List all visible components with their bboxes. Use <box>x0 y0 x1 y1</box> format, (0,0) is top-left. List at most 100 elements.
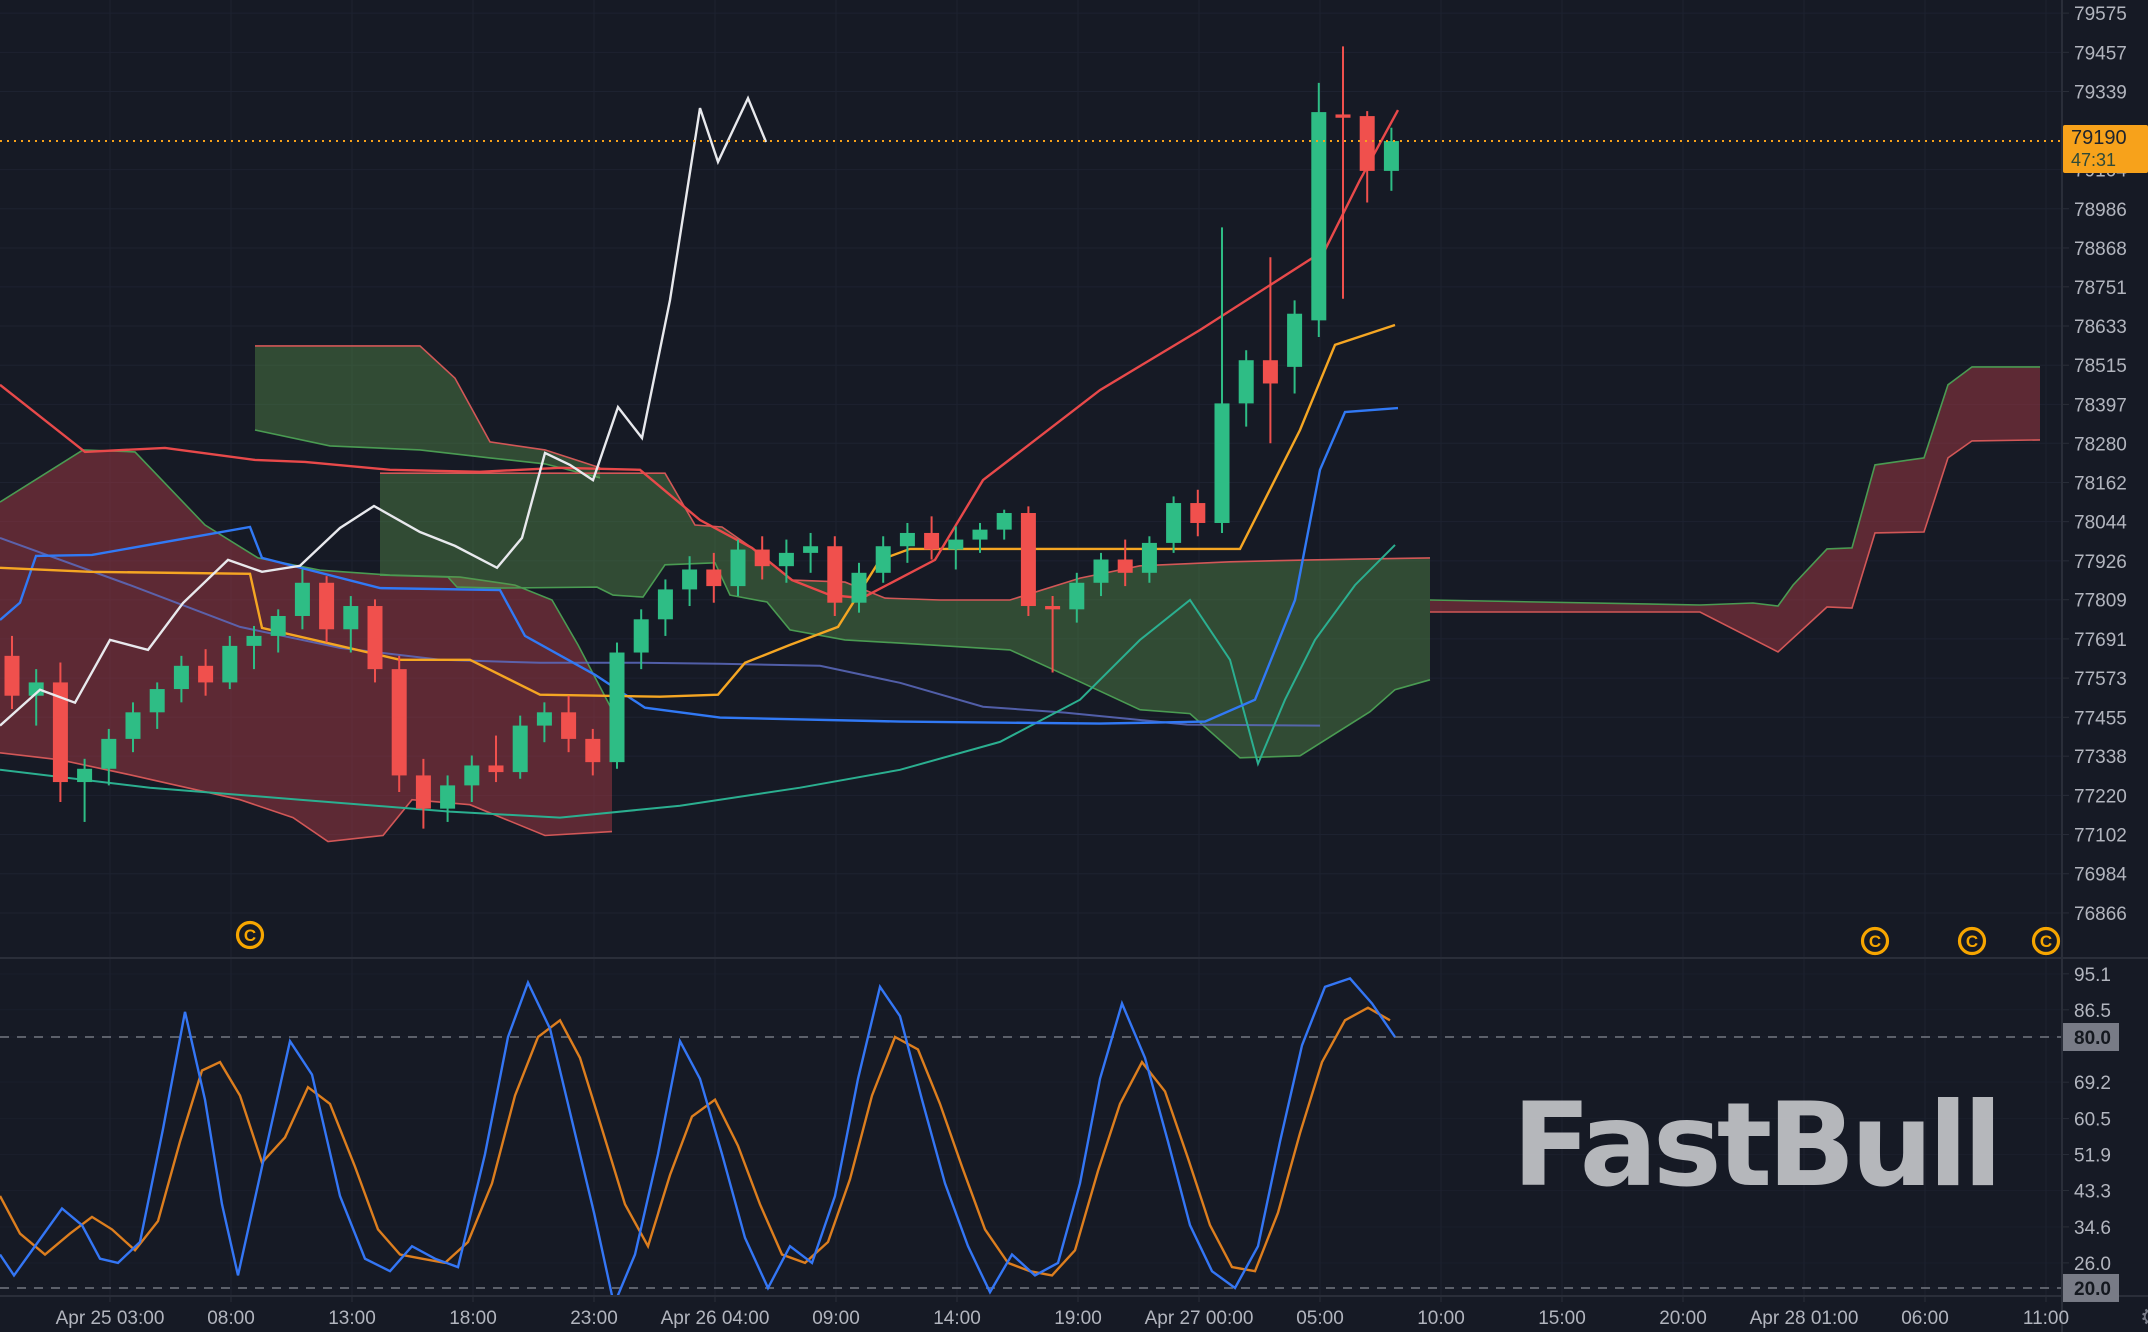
candle-down <box>1045 606 1061 610</box>
candle-up <box>536 712 552 726</box>
candle-down <box>1262 360 1278 384</box>
time-axis-label: 08:00 <box>207 1308 255 1329</box>
candle-up <box>1383 141 1399 171</box>
event-marker-glyph[interactable]: C <box>244 926 256 945</box>
copyright-circle-icon[interactable]: C <box>1957 926 1987 956</box>
cloud-top-border <box>255 345 601 469</box>
candle-up <box>512 725 528 773</box>
candle-up <box>778 552 794 567</box>
copyright-circle-icon[interactable]: C <box>2031 926 2061 956</box>
osc-axis-label: 80.0 <box>2074 1028 2111 1049</box>
candle-up <box>222 645 238 683</box>
time-axis-label: Apr 26 04:00 <box>661 1308 770 1329</box>
candle-up <box>1093 559 1109 583</box>
candle-up <box>343 606 359 630</box>
cloud-mid-bullish-kumo <box>380 473 1430 758</box>
stoch-d-line <box>0 1006 1391 1277</box>
time-axis-label: 10:00 <box>1417 1308 1465 1329</box>
osc-axis-label: 20.0 <box>2074 1279 2111 1300</box>
candle-down <box>391 669 407 776</box>
price-axis-label: 79575 <box>2074 4 2127 25</box>
candle-up <box>1311 112 1327 321</box>
main-price-panel[interactable] <box>0 46 2062 843</box>
price-axis-label: 78397 <box>2074 395 2127 416</box>
price-axis-label: 77455 <box>2074 708 2127 729</box>
cloud-top-border <box>380 472 1431 601</box>
teal-ma-line <box>0 544 1396 819</box>
osc-axis-label: 51.9 <box>2074 1146 2111 1167</box>
event-marker-ring[interactable] <box>235 920 265 950</box>
time-axis-label: 06:00 <box>1901 1308 1949 1329</box>
copyright-circle-icon[interactable]: C <box>235 920 265 950</box>
price-axis-label: 77102 <box>2074 826 2127 847</box>
event-marker-glyph[interactable]: C <box>2040 932 2052 951</box>
cloud-top-border <box>1429 366 2040 607</box>
oscillator-axis[interactable]: 95.1 86.5 80.0 69.2 60.5 51.9 43.3 34.6 26.0 20.0 <box>2062 965 2119 1302</box>
candles-layer <box>4 46 1399 829</box>
candle-down <box>488 765 504 773</box>
osc-axis-label: 95.1 <box>2074 965 2111 986</box>
candle-up <box>803 546 819 553</box>
time-axis[interactable]: Apr 25 03:00 08:00 13:00 18:00 23:00 Apr 26 0… <box>56 1296 2148 1331</box>
ichimoku-clouds-layer <box>0 345 2041 843</box>
price-axis-label: 76984 <box>2074 865 2127 886</box>
event-marker-ring[interactable] <box>2031 926 2061 956</box>
stochastic-panel[interactable] <box>0 977 2062 1304</box>
time-axis-label: 13:00 <box>328 1308 376 1329</box>
copyright-circle-icon[interactable]: C <box>1860 926 1890 956</box>
candle-down <box>754 549 770 567</box>
price-axis-label: 77809 <box>2074 591 2127 612</box>
candle-down <box>198 665 214 683</box>
fastbull-watermark: FastBull <box>1512 1078 2003 1213</box>
stoch-k-line <box>0 977 1396 1296</box>
candle-up <box>1214 403 1230 523</box>
candle-up <box>77 768 93 783</box>
event-marker-glyph[interactable]: C <box>1966 932 1978 951</box>
purple-ma-line <box>0 536 1321 727</box>
time-axis-label: 14:00 <box>933 1308 981 1329</box>
candle-down <box>827 546 843 603</box>
candle-down <box>1359 116 1375 171</box>
price-axis-label: 77220 <box>2074 786 2127 807</box>
osc-level-label-box <box>2063 1273 2119 1302</box>
candle-up <box>270 615 286 636</box>
candle-up <box>633 619 649 653</box>
event-marker-glyph[interactable]: C <box>1869 932 1881 951</box>
cloud-bottom-border <box>1430 439 2041 653</box>
candle-up <box>440 785 456 809</box>
candle-up <box>948 539 964 550</box>
osc-axis-label: 69.2 <box>2074 1073 2111 1094</box>
price-axis-label: 78515 <box>2074 356 2127 377</box>
osc-axis-label: 34.6 <box>2074 1218 2111 1239</box>
osc-axis-label: 60.5 <box>2074 1110 2111 1131</box>
candle-down <box>4 655 20 696</box>
candle-up <box>125 712 141 739</box>
price-axis-label: 76866 <box>2074 904 2127 925</box>
price-axis-label: 78986 <box>2074 200 2127 221</box>
candle-up <box>1287 313 1303 367</box>
time-axis-label: 05:00 <box>1296 1308 1344 1329</box>
price-axis-label: 79339 <box>2074 83 2127 104</box>
time-axis-label: Apr 28 01:00 <box>1750 1308 1859 1329</box>
candle-down <box>1335 114 1351 118</box>
cloud-future-bearish-kumo <box>1430 366 2040 652</box>
time-axis-label: 09:00 <box>812 1308 860 1329</box>
time-axis-label: 19:00 <box>1054 1308 1102 1329</box>
bar-countdown-timer: 47:31 <box>2071 150 2117 170</box>
event-marker-ring[interactable] <box>1860 926 1890 956</box>
gear-icon[interactable]: ⚙ <box>2140 1304 2148 1331</box>
event-marker-ring[interactable] <box>1957 926 1987 956</box>
grid-layer <box>0 0 2062 1296</box>
candle-down <box>585 738 601 763</box>
cloud-upper-green-band <box>255 345 600 478</box>
candle-up <box>101 738 117 769</box>
current-price-value: 79190 <box>2071 127 2127 149</box>
candle-up <box>1141 542 1157 573</box>
cloud-bottom-border <box>254 429 601 479</box>
red-baseline-line <box>0 109 1400 600</box>
candle-down <box>52 682 68 783</box>
candle-down <box>367 606 383 670</box>
candle-up <box>609 652 625 763</box>
osc-axis-label: 26.0 <box>2074 1254 2111 1275</box>
